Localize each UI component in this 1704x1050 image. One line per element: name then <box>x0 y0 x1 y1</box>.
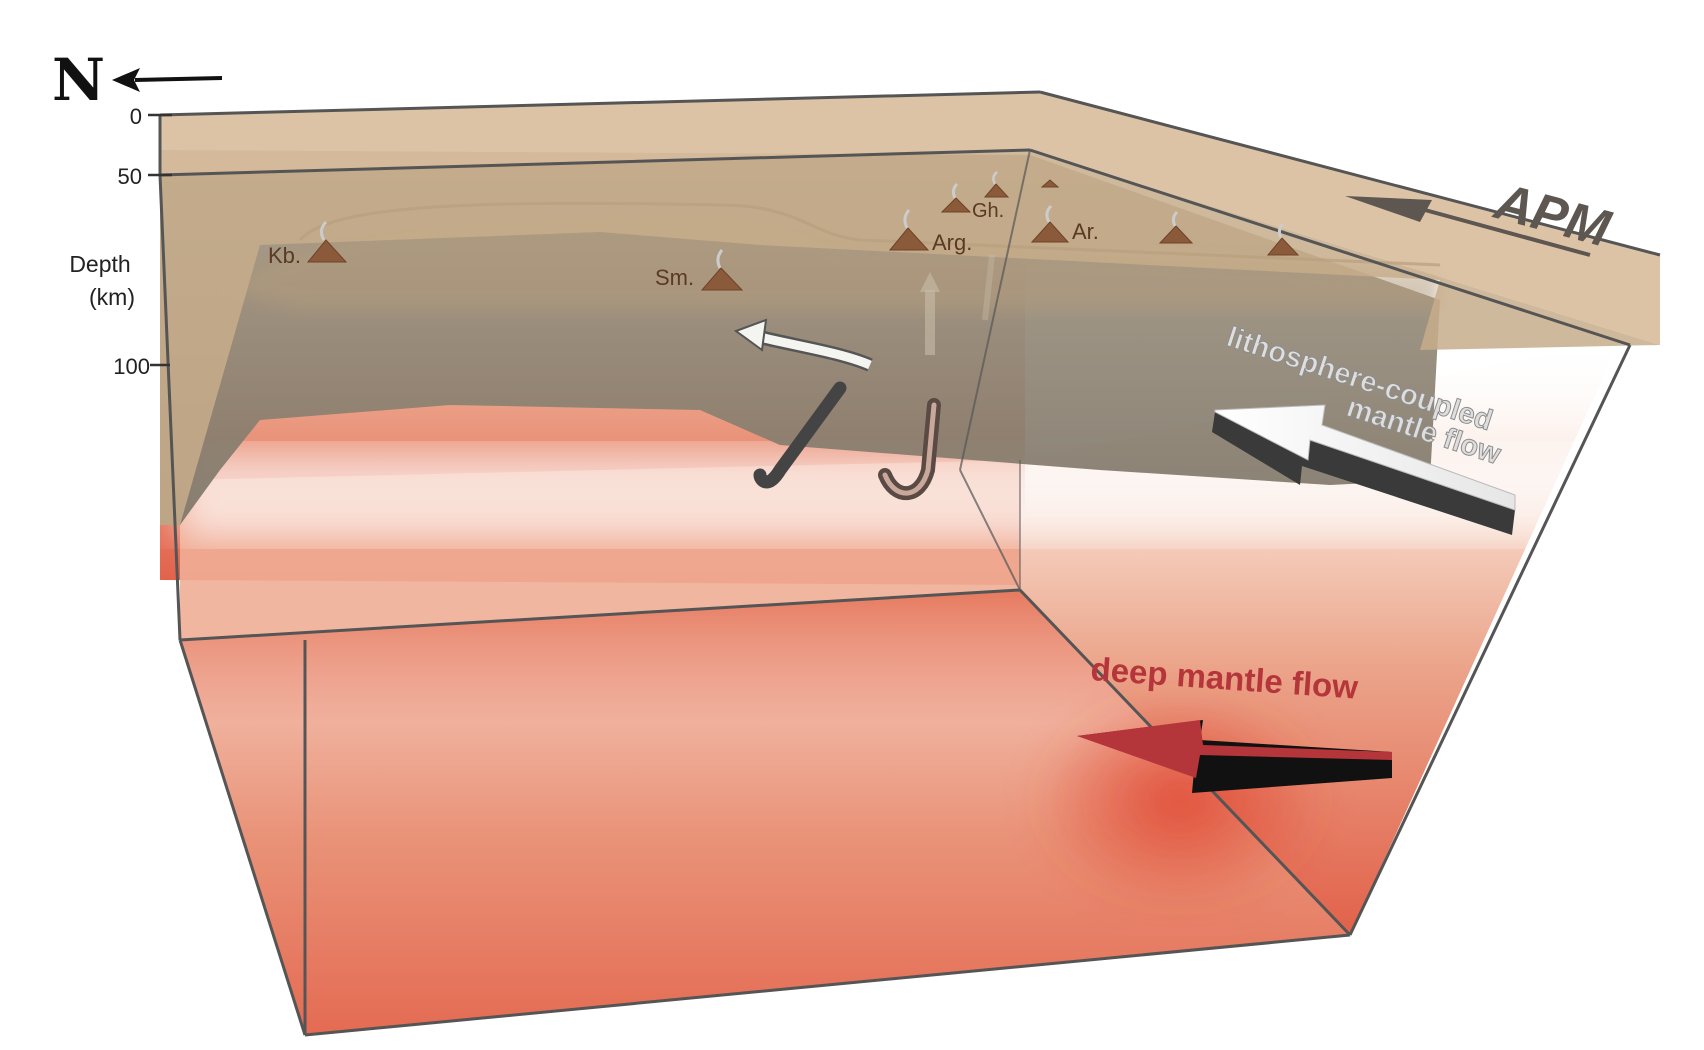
volcano-icon-small-1 <box>983 171 1010 198</box>
upwelling-arrows <box>733 254 995 501</box>
volcano-icon-sm <box>700 249 744 291</box>
lithosphere-flow-arrow-icon <box>1212 404 1516 535</box>
volcano-icon-gh <box>940 182 972 213</box>
volcano-label-sm: Sm. <box>655 265 694 290</box>
volcano-icon-kb <box>306 220 348 263</box>
volcano-label-gh: Gh. <box>972 200 1004 222</box>
volcano-icon-east-2 <box>1266 222 1300 256</box>
depth-axis-unit: (km) <box>89 284 135 310</box>
volcano-label-arg: Arg. <box>932 230 972 255</box>
volcanoes <box>306 171 1300 291</box>
volcano-icon-ar <box>1030 204 1070 243</box>
mantle-volume <box>160 150 1620 1035</box>
depth-tick-100: 100 <box>113 354 150 379</box>
depth-axis: 0 50 100 Depth (km) <box>69 104 172 379</box>
volcano-icon-small-2 <box>1040 179 1060 188</box>
deep-mantle-flow-arrow-icon <box>1077 720 1392 793</box>
depth-tick-50: 50 <box>118 164 142 189</box>
volcano-label-ar: Ar. <box>1072 219 1099 244</box>
north-arrow-icon: N <box>52 46 223 114</box>
apm-indicator: APM <box>1345 172 1617 259</box>
volcano-icon-east-1 <box>1158 210 1194 244</box>
volcano-labels: Kb. Sm. Arg. Gh. Ar. <box>268 200 1099 290</box>
depth-axis-title: Depth <box>69 251 130 277</box>
volcano-label-kb: Kb. <box>268 243 301 268</box>
depth-tick-0: 0 <box>130 104 142 129</box>
north-label: N <box>52 46 105 114</box>
volcano-icon-arg <box>888 209 930 251</box>
